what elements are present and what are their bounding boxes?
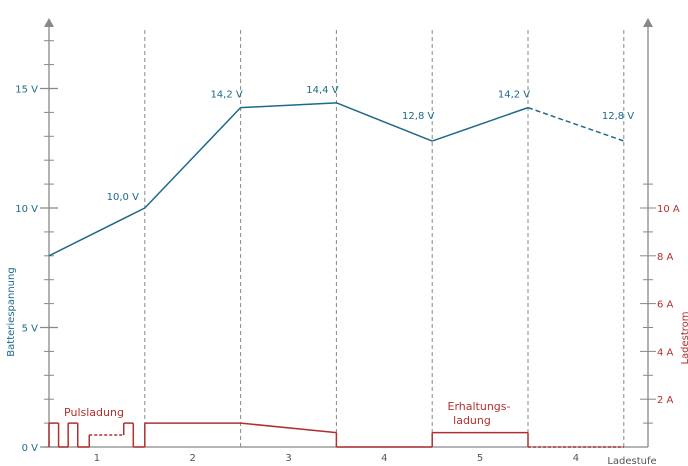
voltage-data-label: 14,2 V bbox=[210, 90, 242, 101]
annotation-pulsladung: Pulsladung bbox=[64, 406, 124, 419]
voltage-tick-label: 0 V bbox=[22, 443, 39, 454]
current-axis-arrow bbox=[643, 18, 653, 27]
stage-label-4: 4 bbox=[381, 453, 387, 464]
axes bbox=[44, 18, 653, 448]
voltage-axis-title: Batteriespannung bbox=[6, 267, 17, 356]
stage-label-3: 3 bbox=[285, 453, 291, 464]
stage-label-6: 4 bbox=[573, 453, 579, 464]
axis-ticks: 0 V 5 V 10 V 15 V 2 A 4 A 6 A 8 A 10 A 1 2 3 4 5 4 bbox=[15, 40, 680, 464]
voltage-data-label: 10,0 V bbox=[107, 192, 139, 203]
annotation-erhaltungsladung-line1: Erhaltungs- bbox=[448, 400, 511, 413]
x-axis-title: Ladestufe bbox=[607, 456, 656, 466]
annotation-erhaltungsladung-line2: ladung bbox=[453, 414, 491, 427]
voltage-segment bbox=[240, 102, 337, 109]
voltage-segment bbox=[336, 102, 433, 142]
voltage-tick-label: 15 V bbox=[15, 85, 38, 96]
labels: Ladestufe Batteriespannung Ladestrom Pul… bbox=[6, 267, 688, 466]
current-segment bbox=[240, 422, 337, 434]
current-tick-label: 6 A bbox=[657, 300, 674, 311]
current-tick-label: 4 A bbox=[657, 347, 674, 358]
current-tick-label: 2 A bbox=[657, 395, 674, 406]
voltage-segment bbox=[431, 106, 529, 142]
voltage-segment bbox=[48, 207, 146, 257]
stage-label-1: 1 bbox=[94, 453, 100, 464]
voltage-data-label: 12,8 V bbox=[602, 111, 634, 122]
stage-label-5: 5 bbox=[477, 453, 483, 464]
voltage-data-label: 12,8 V bbox=[402, 111, 434, 122]
current-tick-label: 8 A bbox=[657, 252, 674, 263]
voltage-segment bbox=[527, 106, 625, 142]
voltage-data-label: 14,2 V bbox=[498, 90, 530, 101]
voltage-series: 10,0 V 14,2 V 14,4 V 12,8 V 14,2 V 12,8 V bbox=[48, 85, 634, 257]
voltage-tick-label: 5 V bbox=[22, 324, 39, 335]
current-axis-title: Ladestrom bbox=[680, 311, 688, 364]
voltage-data-label: 14,4 V bbox=[306, 85, 338, 96]
stage-label-2: 2 bbox=[190, 453, 196, 464]
voltage-segment bbox=[144, 107, 242, 209]
current-tick-label: 10 A bbox=[657, 204, 680, 215]
voltage-axis-arrow bbox=[44, 18, 54, 27]
voltage-tick-label: 10 V bbox=[15, 204, 38, 215]
current-series bbox=[48, 422, 624, 448]
